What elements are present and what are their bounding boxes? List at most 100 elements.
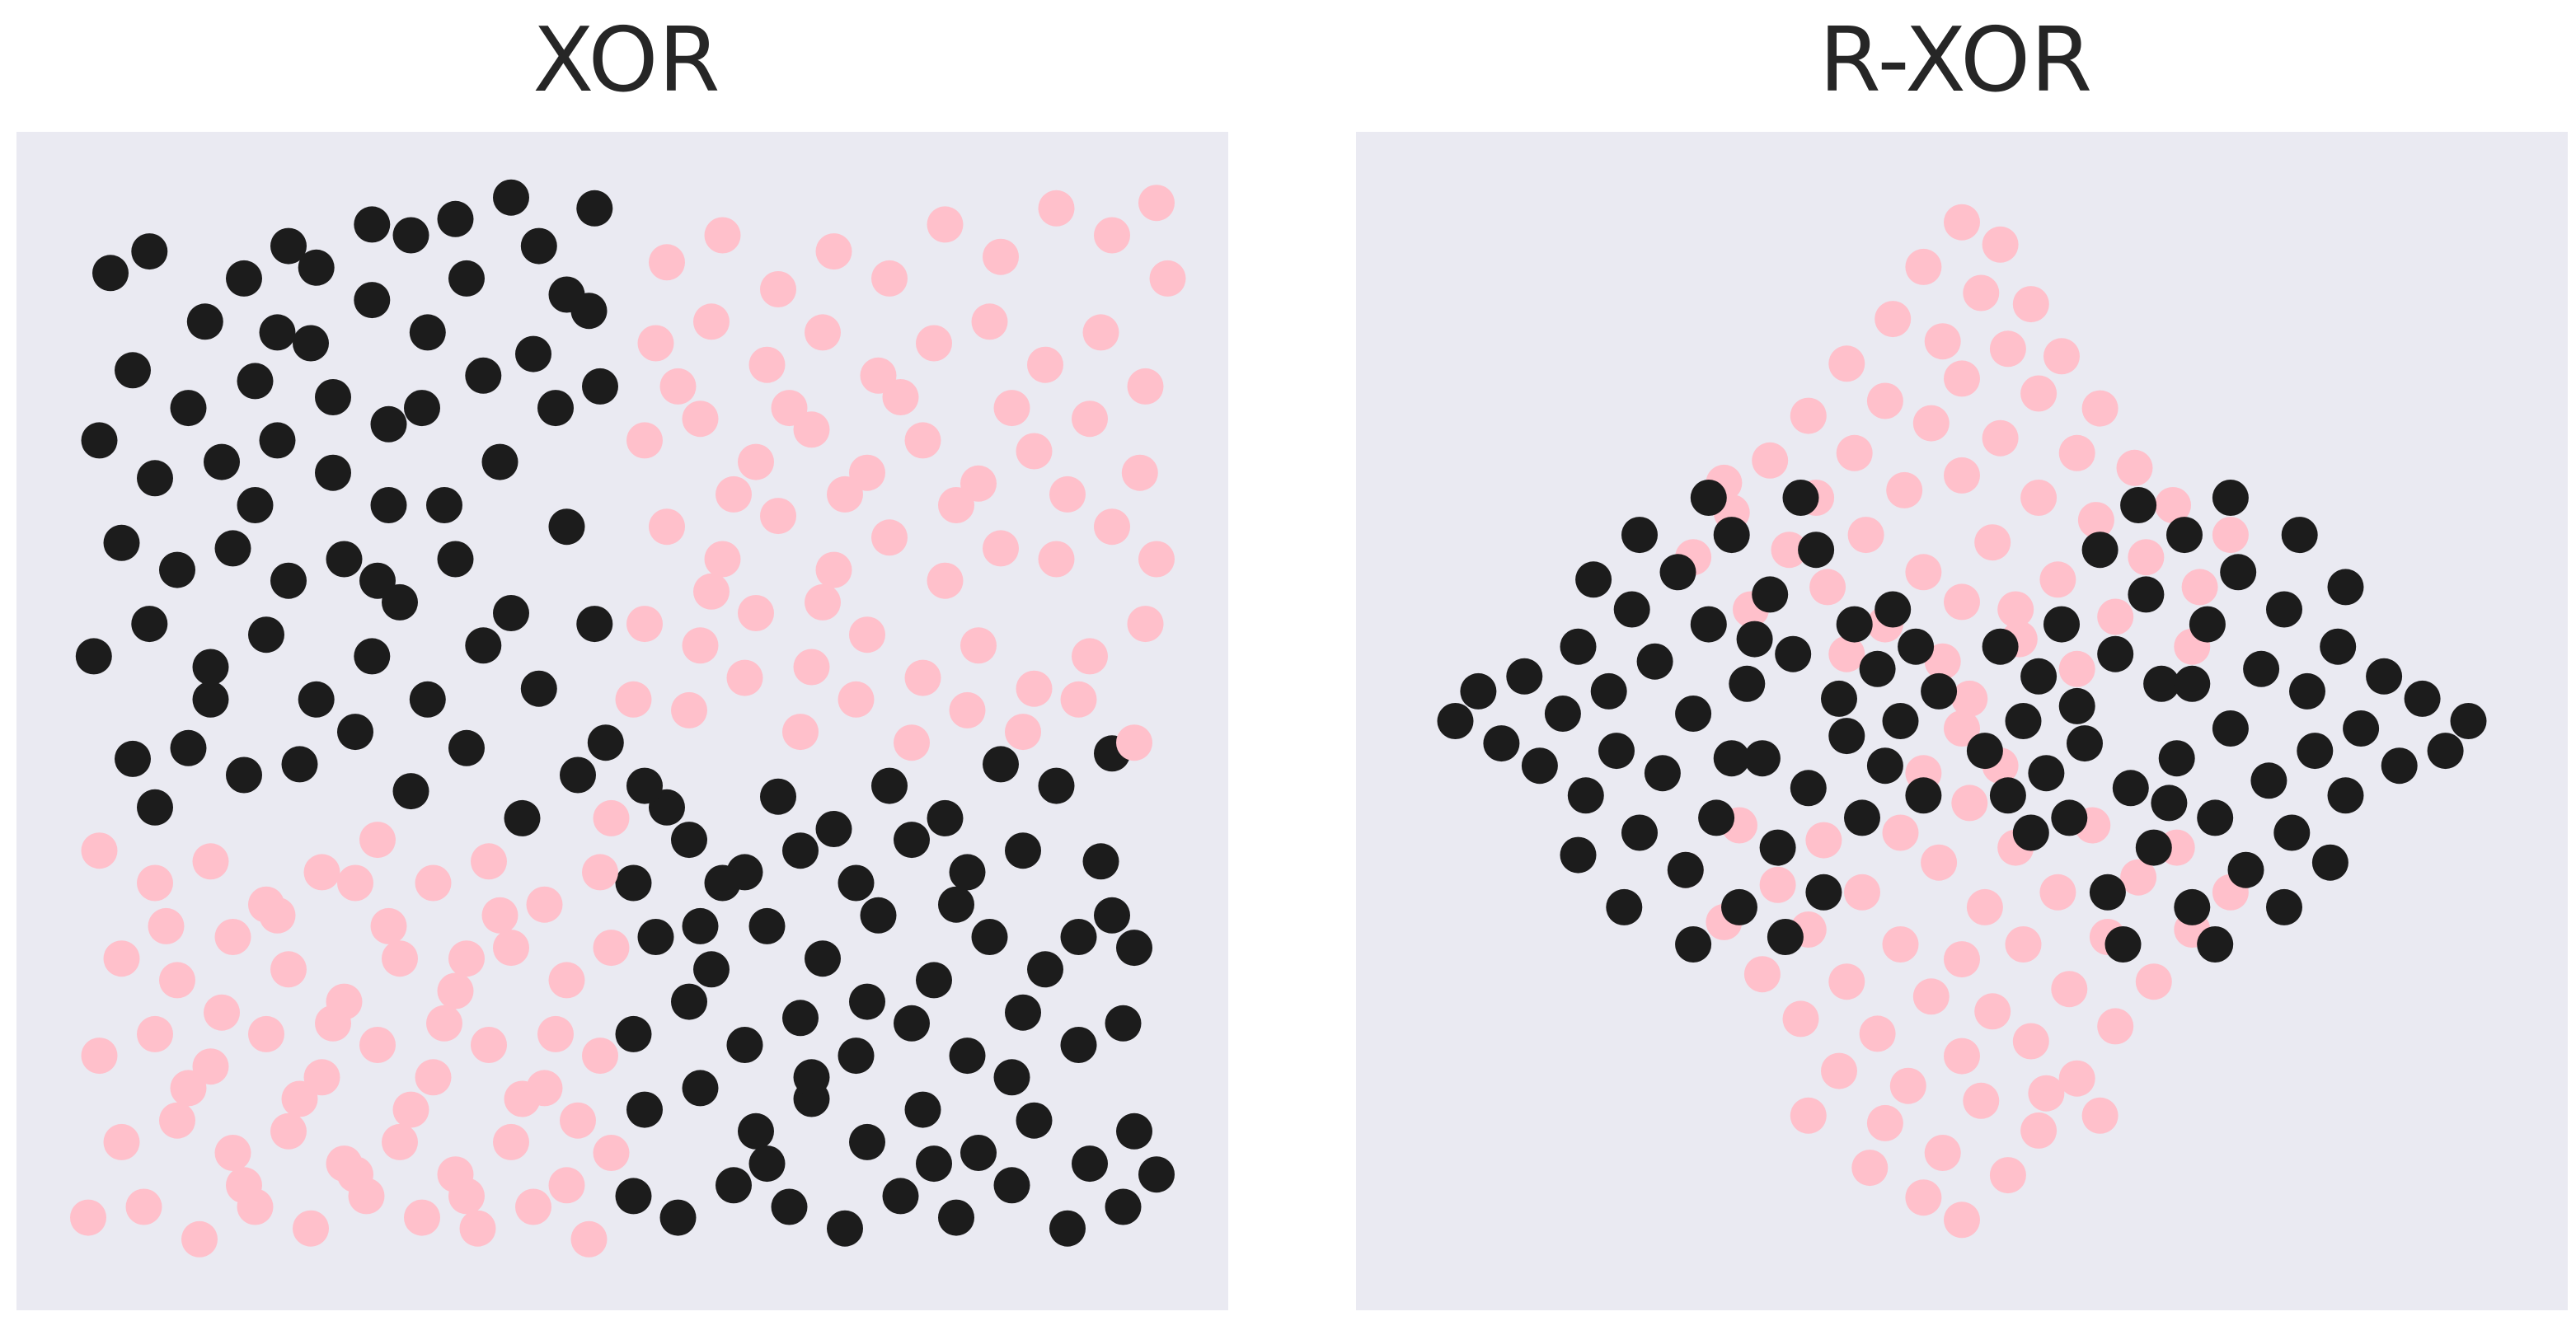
scatter-point <box>1944 204 1980 241</box>
scatter-point <box>248 616 284 653</box>
scatter-point <box>1989 777 2026 814</box>
scatter-point <box>894 822 930 859</box>
scatter-point <box>2281 517 2318 554</box>
scatter-point <box>1847 517 1884 554</box>
scatter-point <box>983 238 1019 275</box>
scatter-point <box>298 681 335 718</box>
scatter-point <box>716 475 752 513</box>
scatter-point <box>894 724 930 761</box>
scatter-point <box>204 443 240 480</box>
scatter-point <box>682 1070 719 1107</box>
scatter-point <box>270 1112 307 1150</box>
scatter-point <box>916 962 952 999</box>
scatter-point <box>1060 919 1097 955</box>
scatter-point <box>1506 658 1543 695</box>
scatter-point <box>587 724 624 761</box>
scatter-point <box>214 530 251 567</box>
scatter-point <box>904 659 941 696</box>
scatter-point <box>248 1015 284 1052</box>
scatter-point <box>1944 1202 1980 1239</box>
scatter-point <box>481 443 518 480</box>
scatter-point <box>81 422 118 459</box>
scatter-point <box>1844 874 1880 911</box>
scatter-point <box>2020 1112 2058 1149</box>
scatter-point <box>1875 591 1912 628</box>
scatter-point <box>2081 390 2119 427</box>
scatter-point <box>2197 799 2234 836</box>
scatter-point <box>938 886 974 923</box>
scatter-point <box>1997 591 2034 628</box>
scatter-point <box>1982 419 2019 457</box>
scatter-point <box>493 595 529 631</box>
scatter-point <box>1859 1015 1896 1052</box>
scatter-point <box>2135 829 2172 866</box>
scatter-point <box>1752 576 1789 613</box>
scatter-point <box>1116 1112 1152 1150</box>
scatter-point <box>1105 1005 1142 1042</box>
scatter-point <box>1886 471 1923 508</box>
scatter-point <box>726 1027 763 1063</box>
scatter-point <box>593 799 630 836</box>
scatter-point <box>960 1135 997 1171</box>
scatter-point <box>1875 301 1912 338</box>
scatter-point <box>1836 606 1873 643</box>
scatter-point <box>1644 755 1681 792</box>
scatter-point <box>2320 628 2357 665</box>
scatter-point <box>537 1015 574 1052</box>
scatter-point <box>298 249 335 286</box>
scatter-point <box>192 843 229 880</box>
scatter-point <box>237 487 274 523</box>
scatter-point <box>2266 591 2302 628</box>
scatter-point <box>1882 814 1919 851</box>
scatter-point <box>548 1167 585 1204</box>
scatter-point <box>1805 874 1842 911</box>
scatter-point <box>270 227 307 265</box>
scatter-point <box>1027 951 1063 988</box>
scatter-point <box>2327 569 2364 606</box>
scatter-point <box>615 864 652 902</box>
scatter-point <box>1713 740 1750 777</box>
scatter-point <box>1963 274 2000 312</box>
scatter-point <box>465 357 502 394</box>
scatter-point <box>1782 480 1819 516</box>
scatter-point <box>170 390 207 427</box>
scatter-point <box>582 854 618 891</box>
scatter-point <box>815 551 852 588</box>
scatter-point <box>125 1188 162 1225</box>
scatter-point <box>1844 799 1880 836</box>
scatter-point <box>1828 345 1865 382</box>
scatter-point <box>1859 650 1896 687</box>
scatter-point <box>1963 1082 2000 1119</box>
scatter-point <box>793 649 830 686</box>
scatter-point <box>716 1167 752 1204</box>
scatter-point <box>782 832 819 869</box>
scatter-point <box>293 325 329 362</box>
scatter-point <box>2311 844 2348 881</box>
rxor-scatter-plot <box>1356 132 2568 1310</box>
scatter-point <box>2067 725 2103 762</box>
scatter-point <box>2020 658 2058 695</box>
scatter-point <box>626 606 663 643</box>
scatter-point <box>1951 785 1988 822</box>
scatter-point <box>871 767 908 804</box>
scatter-point <box>738 595 774 631</box>
scatter-point <box>871 519 908 556</box>
scatter-point <box>1898 628 1935 665</box>
scatter-point <box>1944 941 1980 978</box>
scatter-point <box>1560 836 1597 874</box>
scatter-point <box>1989 1157 2026 1194</box>
scatter-point <box>1060 681 1097 718</box>
scatter-point <box>2181 569 2218 606</box>
scatter-point <box>459 1210 496 1247</box>
scatter-point <box>370 487 407 523</box>
scatter-point <box>1659 554 1696 591</box>
scatter-point <box>1921 844 1958 881</box>
scatter-point <box>815 811 852 847</box>
scatter-point <box>2058 650 2095 687</box>
scatter-point <box>871 260 908 297</box>
scatter-point <box>1982 628 2019 665</box>
scatter-point <box>493 1123 529 1160</box>
scatter-point <box>582 368 618 405</box>
scatter-point <box>293 1210 329 1247</box>
scatter-point <box>1982 226 2019 263</box>
